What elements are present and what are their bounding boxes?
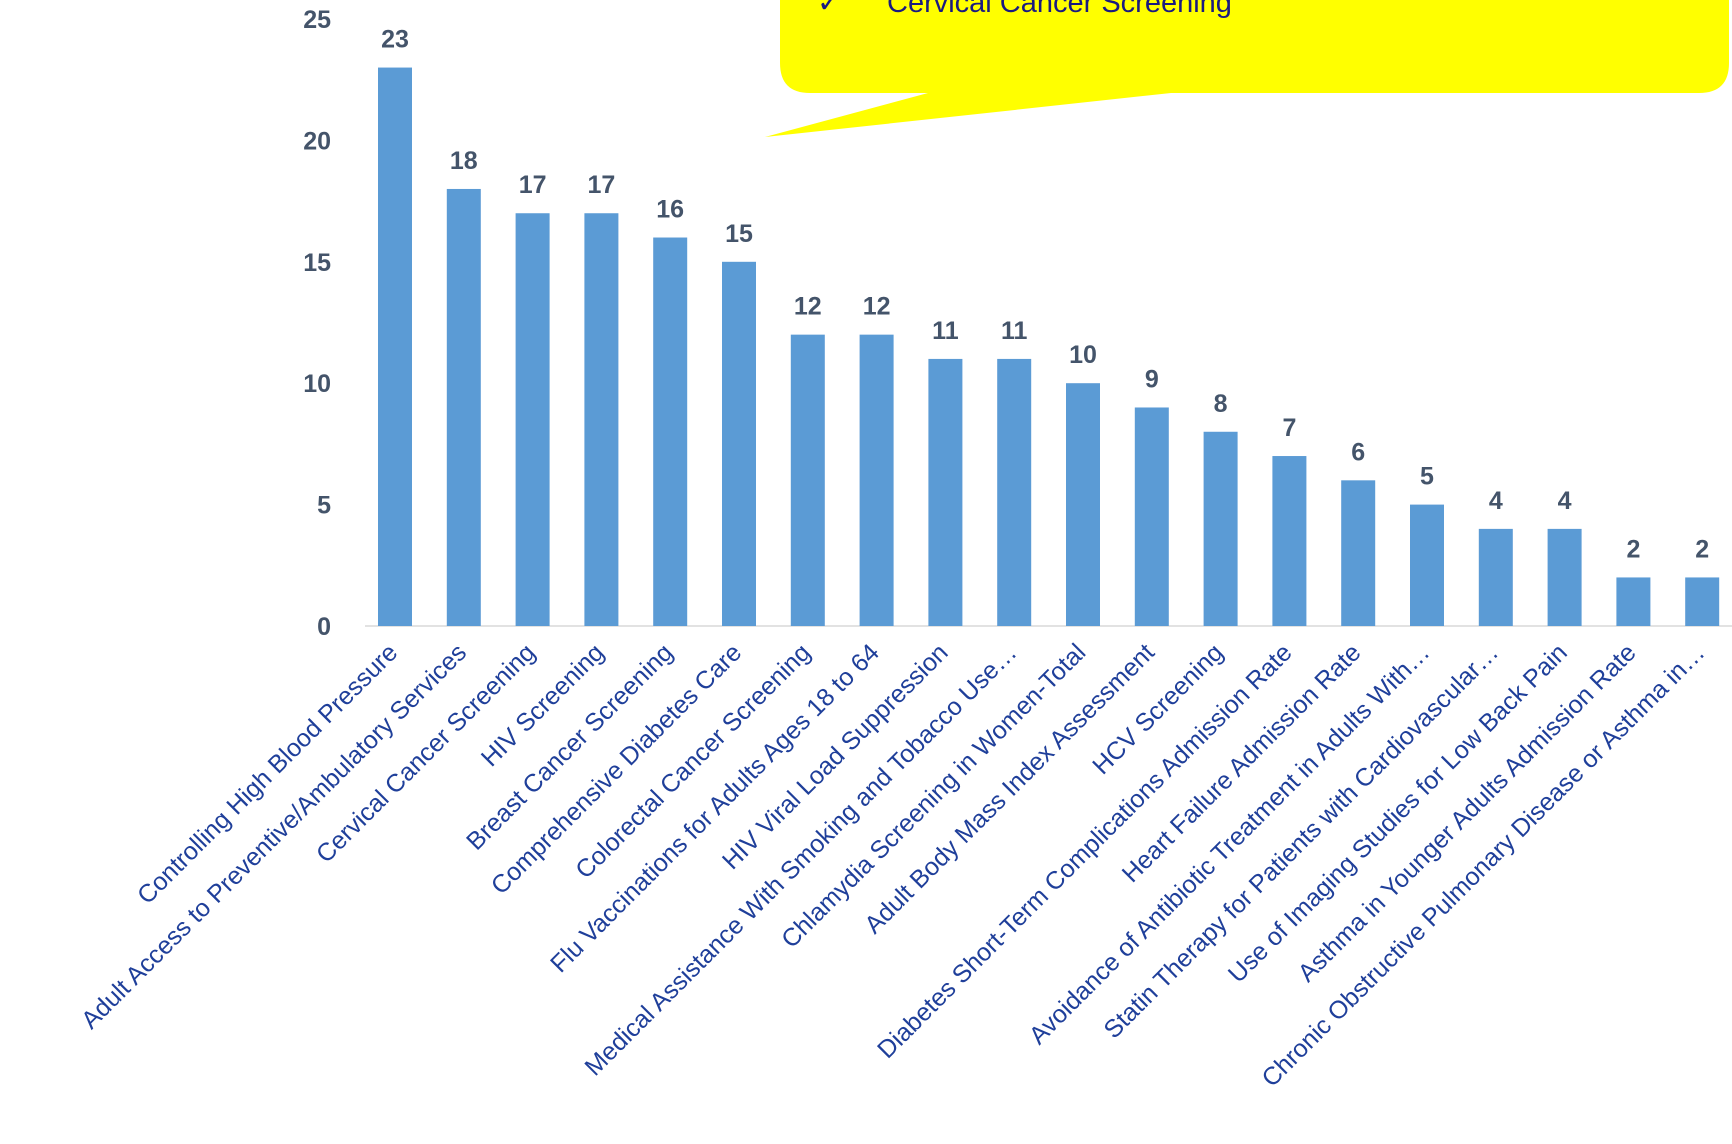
value-label: 11	[932, 317, 959, 345]
value-label: 17	[587, 171, 615, 199]
bar	[1203, 431, 1238, 626]
value-label: 4	[1489, 487, 1503, 515]
x-tick-label: Controlling High Blood Pressure	[132, 638, 403, 909]
bar	[1066, 383, 1100, 626]
y-tick-label: 25	[303, 6, 331, 34]
x-tick-label: Adult Access to Preventive/Ambulatory Se…	[76, 638, 472, 1034]
value-label: 17	[519, 171, 547, 199]
x-tick-label: Comprehensive Diabetes Care	[486, 638, 748, 900]
bar	[1410, 504, 1444, 626]
x-tick-label: Chronic Obstructive Pulmonary Disease or…	[1256, 638, 1710, 1092]
value-label: 15	[725, 220, 753, 248]
bar	[1478, 528, 1513, 626]
value-label: 8	[1214, 390, 1228, 418]
y-tick-label: 15	[303, 249, 331, 277]
bar	[1134, 407, 1169, 626]
value-label: 11	[1001, 317, 1028, 345]
bar	[722, 261, 756, 626]
value-label: 16	[656, 196, 684, 224]
bar	[1685, 577, 1720, 626]
callout-bullet: ✓	[817, 0, 841, 19]
bar	[1547, 528, 1582, 626]
y-tick-label: 20	[303, 127, 331, 155]
value-label: 2	[1626, 535, 1640, 563]
value-label: 10	[1069, 341, 1097, 369]
bar	[378, 67, 412, 626]
value-label: 5	[1420, 463, 1434, 491]
bar	[653, 237, 688, 626]
bar	[1272, 456, 1307, 626]
y-tick-label: 5	[317, 492, 331, 520]
value-label: 9	[1145, 365, 1159, 393]
callout-text: Cervical Cancer Screening	[887, 0, 1232, 19]
y-tick-label: 0	[317, 613, 331, 641]
value-label: 6	[1351, 438, 1365, 466]
value-label: 7	[1282, 414, 1296, 442]
x-tick-label: HIV Screening	[476, 638, 610, 772]
value-label: 2	[1695, 535, 1709, 563]
bar	[790, 334, 825, 626]
bar	[859, 334, 894, 626]
callout-box	[765, 0, 1729, 137]
bar	[446, 188, 481, 626]
value-label: 4	[1558, 487, 1572, 515]
value-label: 12	[863, 293, 891, 321]
bar	[584, 213, 619, 627]
bar	[1341, 480, 1376, 626]
bar	[1616, 577, 1651, 626]
y-tick-label: 10	[303, 370, 331, 398]
callout: ✓ Cervical Cancer Screening	[765, 0, 1729, 137]
value-label: 18	[450, 147, 478, 175]
bar	[515, 213, 550, 627]
bar	[997, 358, 1032, 626]
value-label: 23	[381, 26, 409, 54]
value-label: 12	[794, 293, 822, 321]
bar	[928, 358, 963, 626]
